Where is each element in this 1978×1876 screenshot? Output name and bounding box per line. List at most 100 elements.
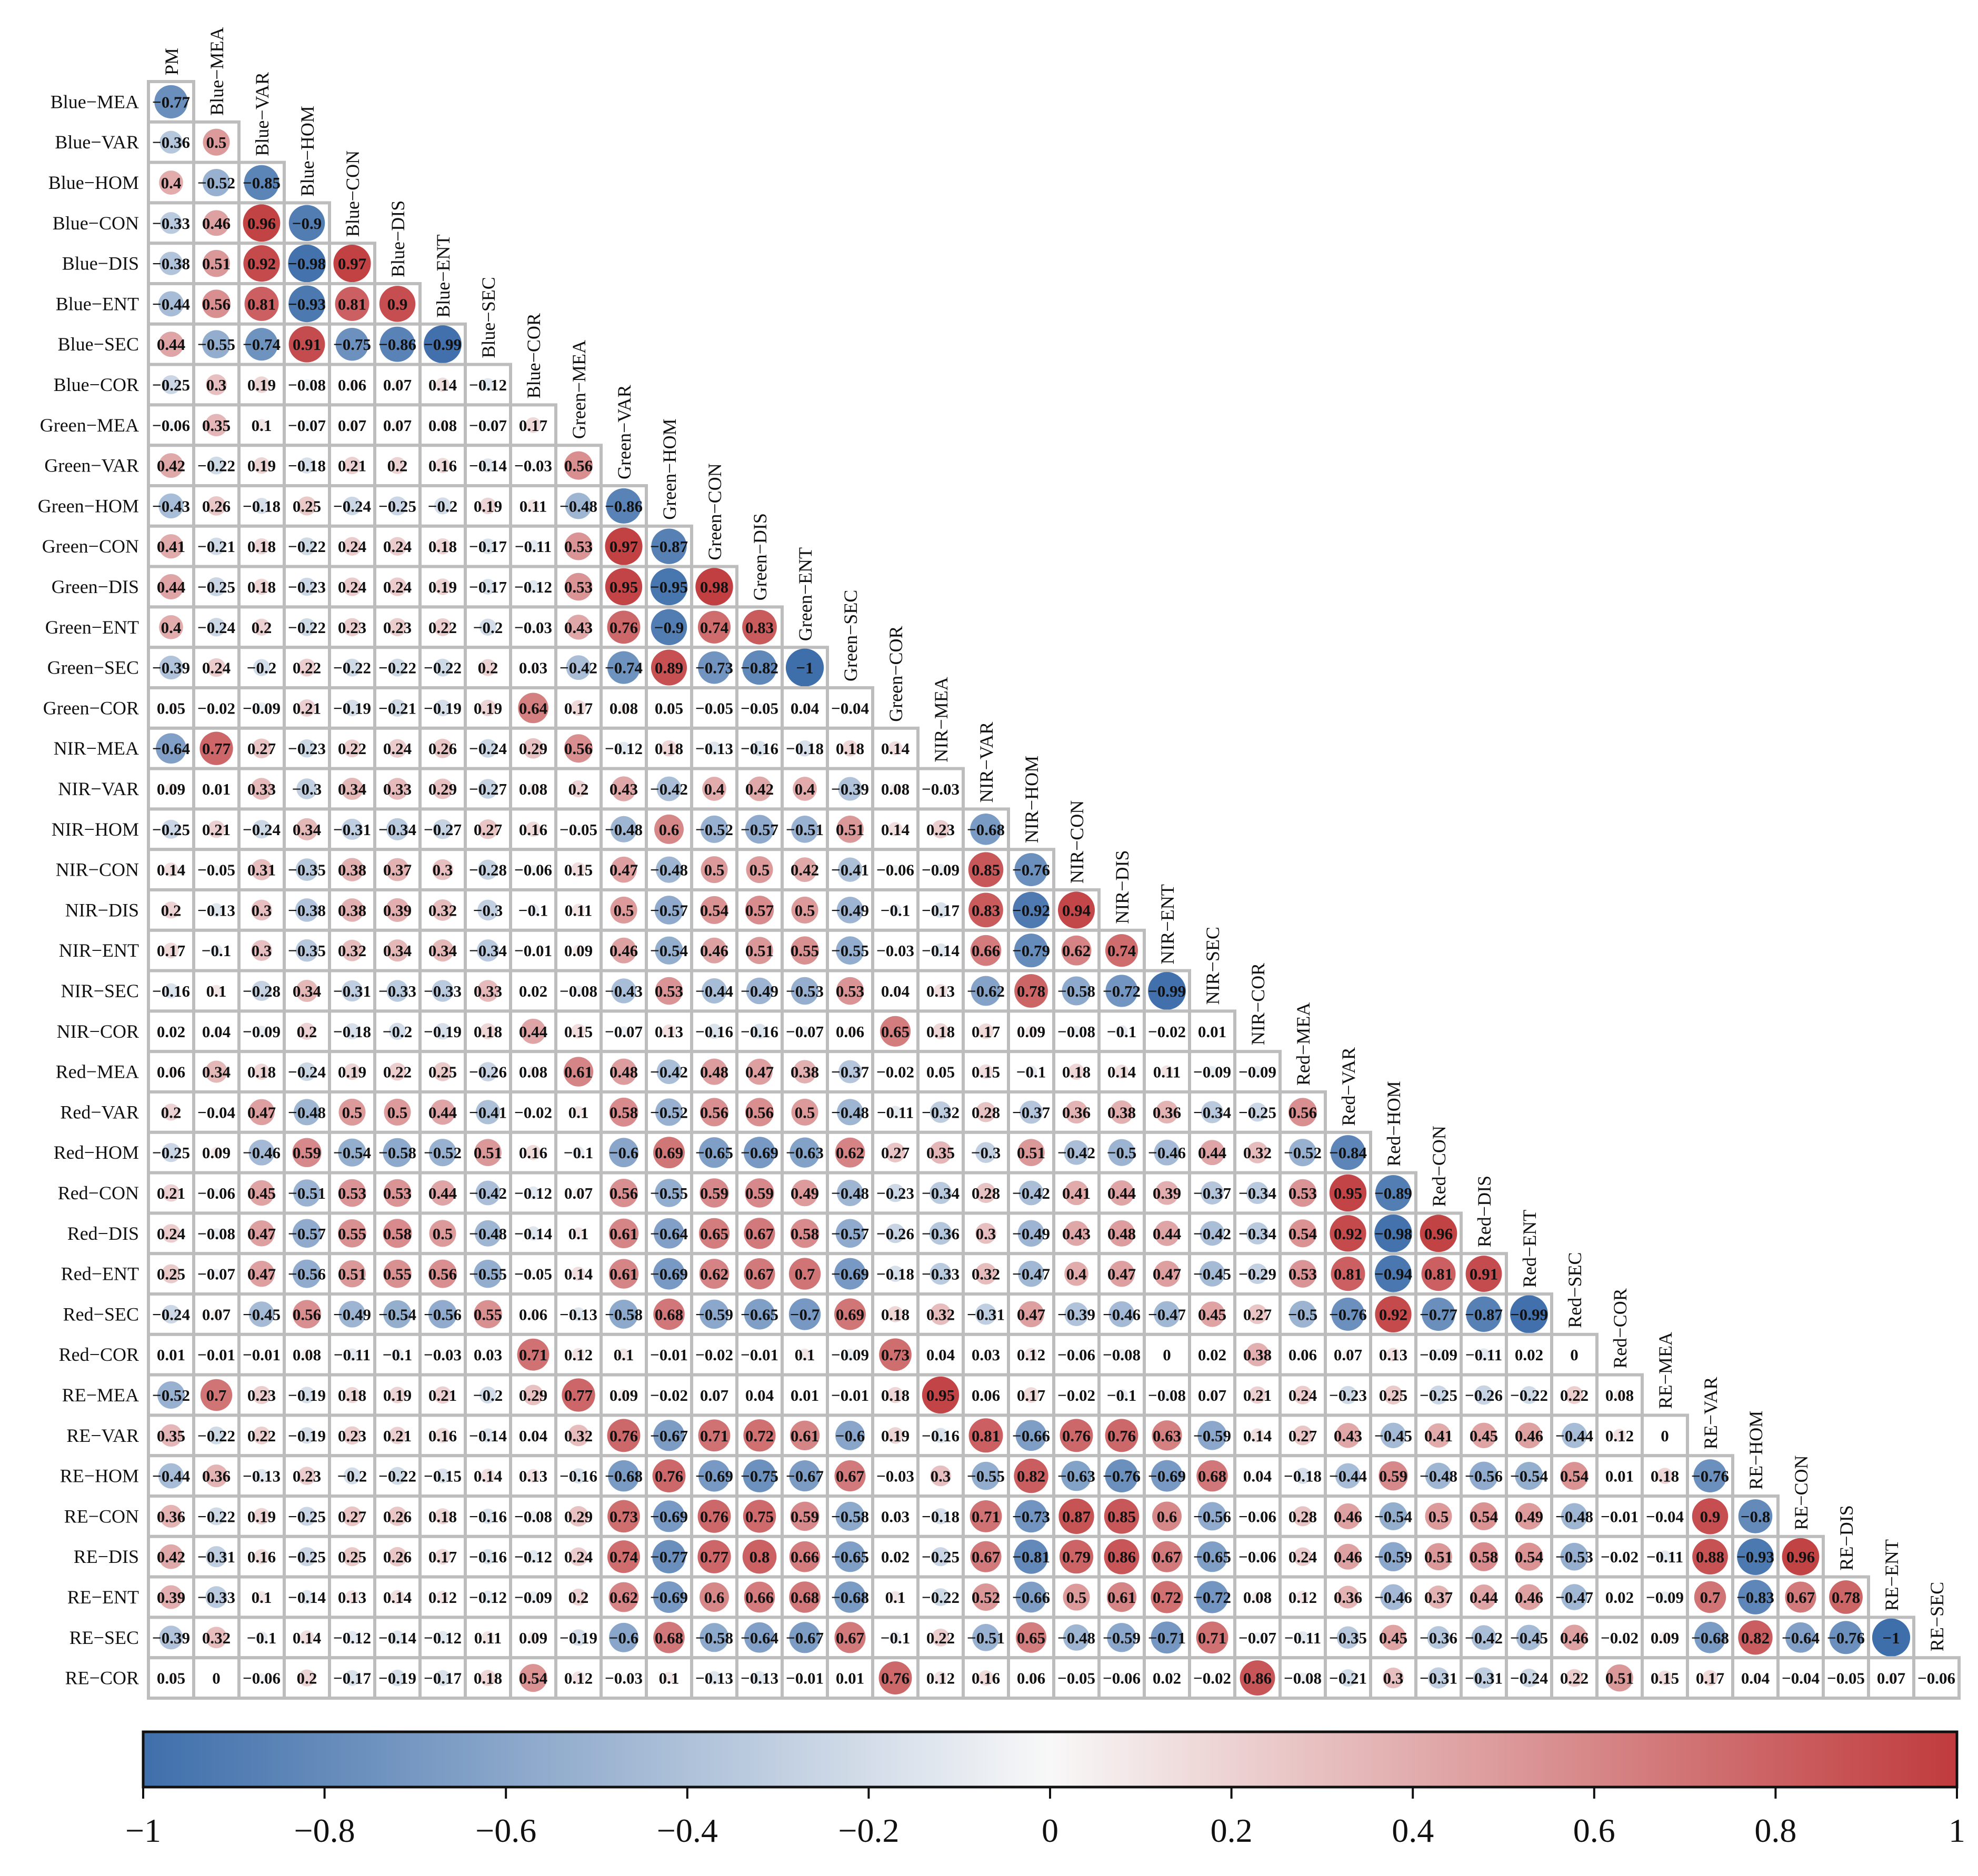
correlation-value: 0.18 <box>881 1305 910 1323</box>
correlation-circle <box>435 458 451 474</box>
correlation-circle <box>796 740 813 757</box>
cell: 0.95 <box>600 565 648 609</box>
correlation-value: −0.56 <box>424 1305 462 1323</box>
cell: −0.37 <box>1007 1090 1055 1134</box>
cell: −0.05 <box>1822 1656 1870 1700</box>
cell: −0.52 <box>192 160 241 205</box>
cell: 0.19 <box>464 484 512 528</box>
correlation-value: −0.16 <box>469 1548 507 1566</box>
correlation-value: −0.23 <box>876 1184 914 1202</box>
correlation-value: −0.18 <box>786 739 824 758</box>
correlation-value: −0.31 <box>1465 1669 1503 1688</box>
cell: 0.38 <box>1097 1090 1146 1134</box>
correlation-value: −0.44 <box>152 295 190 313</box>
column-label: Blue−HOM <box>297 106 318 196</box>
cell: 0.5 <box>328 1090 376 1134</box>
cell: 0.04 <box>916 1332 965 1377</box>
cell: 0.37 <box>373 848 422 891</box>
correlation-value: 0.24 <box>157 1225 185 1243</box>
correlation-value: 0.08 <box>519 1063 547 1081</box>
cell: −0.2 <box>237 646 286 689</box>
correlation-value: 0.55 <box>791 941 819 960</box>
correlation-circle <box>335 286 369 321</box>
cell: 0.18 <box>237 524 286 568</box>
correlation-value: −0.14 <box>288 1588 326 1607</box>
correlation-circle <box>340 858 364 881</box>
correlation-circle <box>252 820 271 839</box>
correlation-value: 0.24 <box>383 739 412 758</box>
cell: 0.35 <box>192 403 241 447</box>
correlation-value: 0.94 <box>1062 901 1091 919</box>
colorbar-tick-label: −0.2 <box>838 1812 899 1849</box>
cell: 0.02 <box>147 1009 195 1054</box>
correlation-value: 0.73 <box>610 1507 638 1526</box>
row-label: Green−COR <box>43 697 139 718</box>
cell: 0.41 <box>1052 1171 1101 1215</box>
cell: 0.04 <box>1731 1656 1780 1700</box>
correlation-value: −0.72 <box>1193 1588 1231 1607</box>
cell-box <box>147 807 195 851</box>
correlation-circle <box>386 858 409 881</box>
cell: 0.44 <box>418 1171 467 1215</box>
correlation-value: 0.95 <box>926 1386 955 1405</box>
cell: −0.99 <box>418 322 467 366</box>
correlation-circle <box>523 738 544 759</box>
cell: 0.25 <box>328 1534 376 1579</box>
cell: 0.12 <box>1595 1413 1644 1458</box>
correlation-circle <box>574 825 583 834</box>
correlation-value: 0.21 <box>338 457 366 475</box>
correlation-circle <box>245 328 278 361</box>
cell: 0.35 <box>147 1413 195 1458</box>
correlation-value: −0.1 <box>383 1346 412 1364</box>
cell: −0.22 <box>916 1575 965 1619</box>
correlation-value: 0.5 <box>704 861 725 879</box>
cell: 0.19 <box>464 686 512 730</box>
cell: 0.47 <box>1007 1292 1055 1336</box>
cell: 0 <box>1641 1413 1689 1458</box>
correlation-value: 0.23 <box>926 820 955 839</box>
cell: 0.11 <box>1143 1050 1191 1094</box>
correlation-value: 0.35 <box>157 1427 185 1445</box>
cell: 0.96 <box>1776 1534 1825 1579</box>
correlation-value: 0.18 <box>428 1507 457 1526</box>
correlation-value: 0.72 <box>1153 1588 1181 1607</box>
cell: 0.68 <box>1188 1454 1236 1498</box>
cell: 0.9 <box>1686 1494 1734 1538</box>
correlation-circle <box>255 419 268 432</box>
cell: 0.03 <box>464 1332 512 1377</box>
correlation-value: 0.02 <box>157 1022 185 1041</box>
cell: 0.32 <box>328 928 376 972</box>
correlation-value: 0.38 <box>338 901 366 919</box>
cell: −0.48 <box>464 1211 512 1256</box>
correlation-circle <box>701 856 728 884</box>
correlation-circle <box>651 528 687 564</box>
correlation-value: 0.67 <box>745 1265 774 1283</box>
correlation-value: −0.55 <box>650 1184 688 1202</box>
cell: 0.02 <box>1595 1575 1644 1619</box>
correlation-value: 0.23 <box>338 618 366 637</box>
correlation-value: −0.42 <box>560 659 597 677</box>
cell: −0.11 <box>871 1090 920 1134</box>
cell: −0.34 <box>1233 1211 1282 1256</box>
correlation-value: 0.54 <box>1560 1467 1589 1486</box>
cell: 0.07 <box>1188 1373 1236 1417</box>
correlation-circle <box>617 741 631 755</box>
cell: 0.47 <box>1097 1252 1146 1296</box>
cell: 0.51 <box>735 928 784 972</box>
cell: −0.84 <box>1324 1130 1372 1175</box>
correlation-value: −0.02 <box>1601 1548 1639 1566</box>
correlation-value: −0.54 <box>333 1143 371 1162</box>
correlation-value: 0.19 <box>881 1427 910 1445</box>
correlation-value: −0.52 <box>424 1143 462 1162</box>
cell: −0.06 <box>871 848 920 891</box>
correlation-value: −0.43 <box>605 982 643 1000</box>
correlation-value: −0.66 <box>1012 1427 1050 1445</box>
cell: 0.59 <box>781 1494 829 1538</box>
correlation-value: 0.53 <box>836 982 864 1000</box>
correlation-circle <box>251 859 273 880</box>
correlation-value: −0.52 <box>1284 1143 1322 1162</box>
correlation-value: 0.03 <box>474 1346 502 1364</box>
cell: −0.06 <box>1912 1656 1961 1700</box>
cell: −0.69 <box>826 1252 874 1296</box>
correlation-value: −0.76 <box>1329 1305 1367 1323</box>
